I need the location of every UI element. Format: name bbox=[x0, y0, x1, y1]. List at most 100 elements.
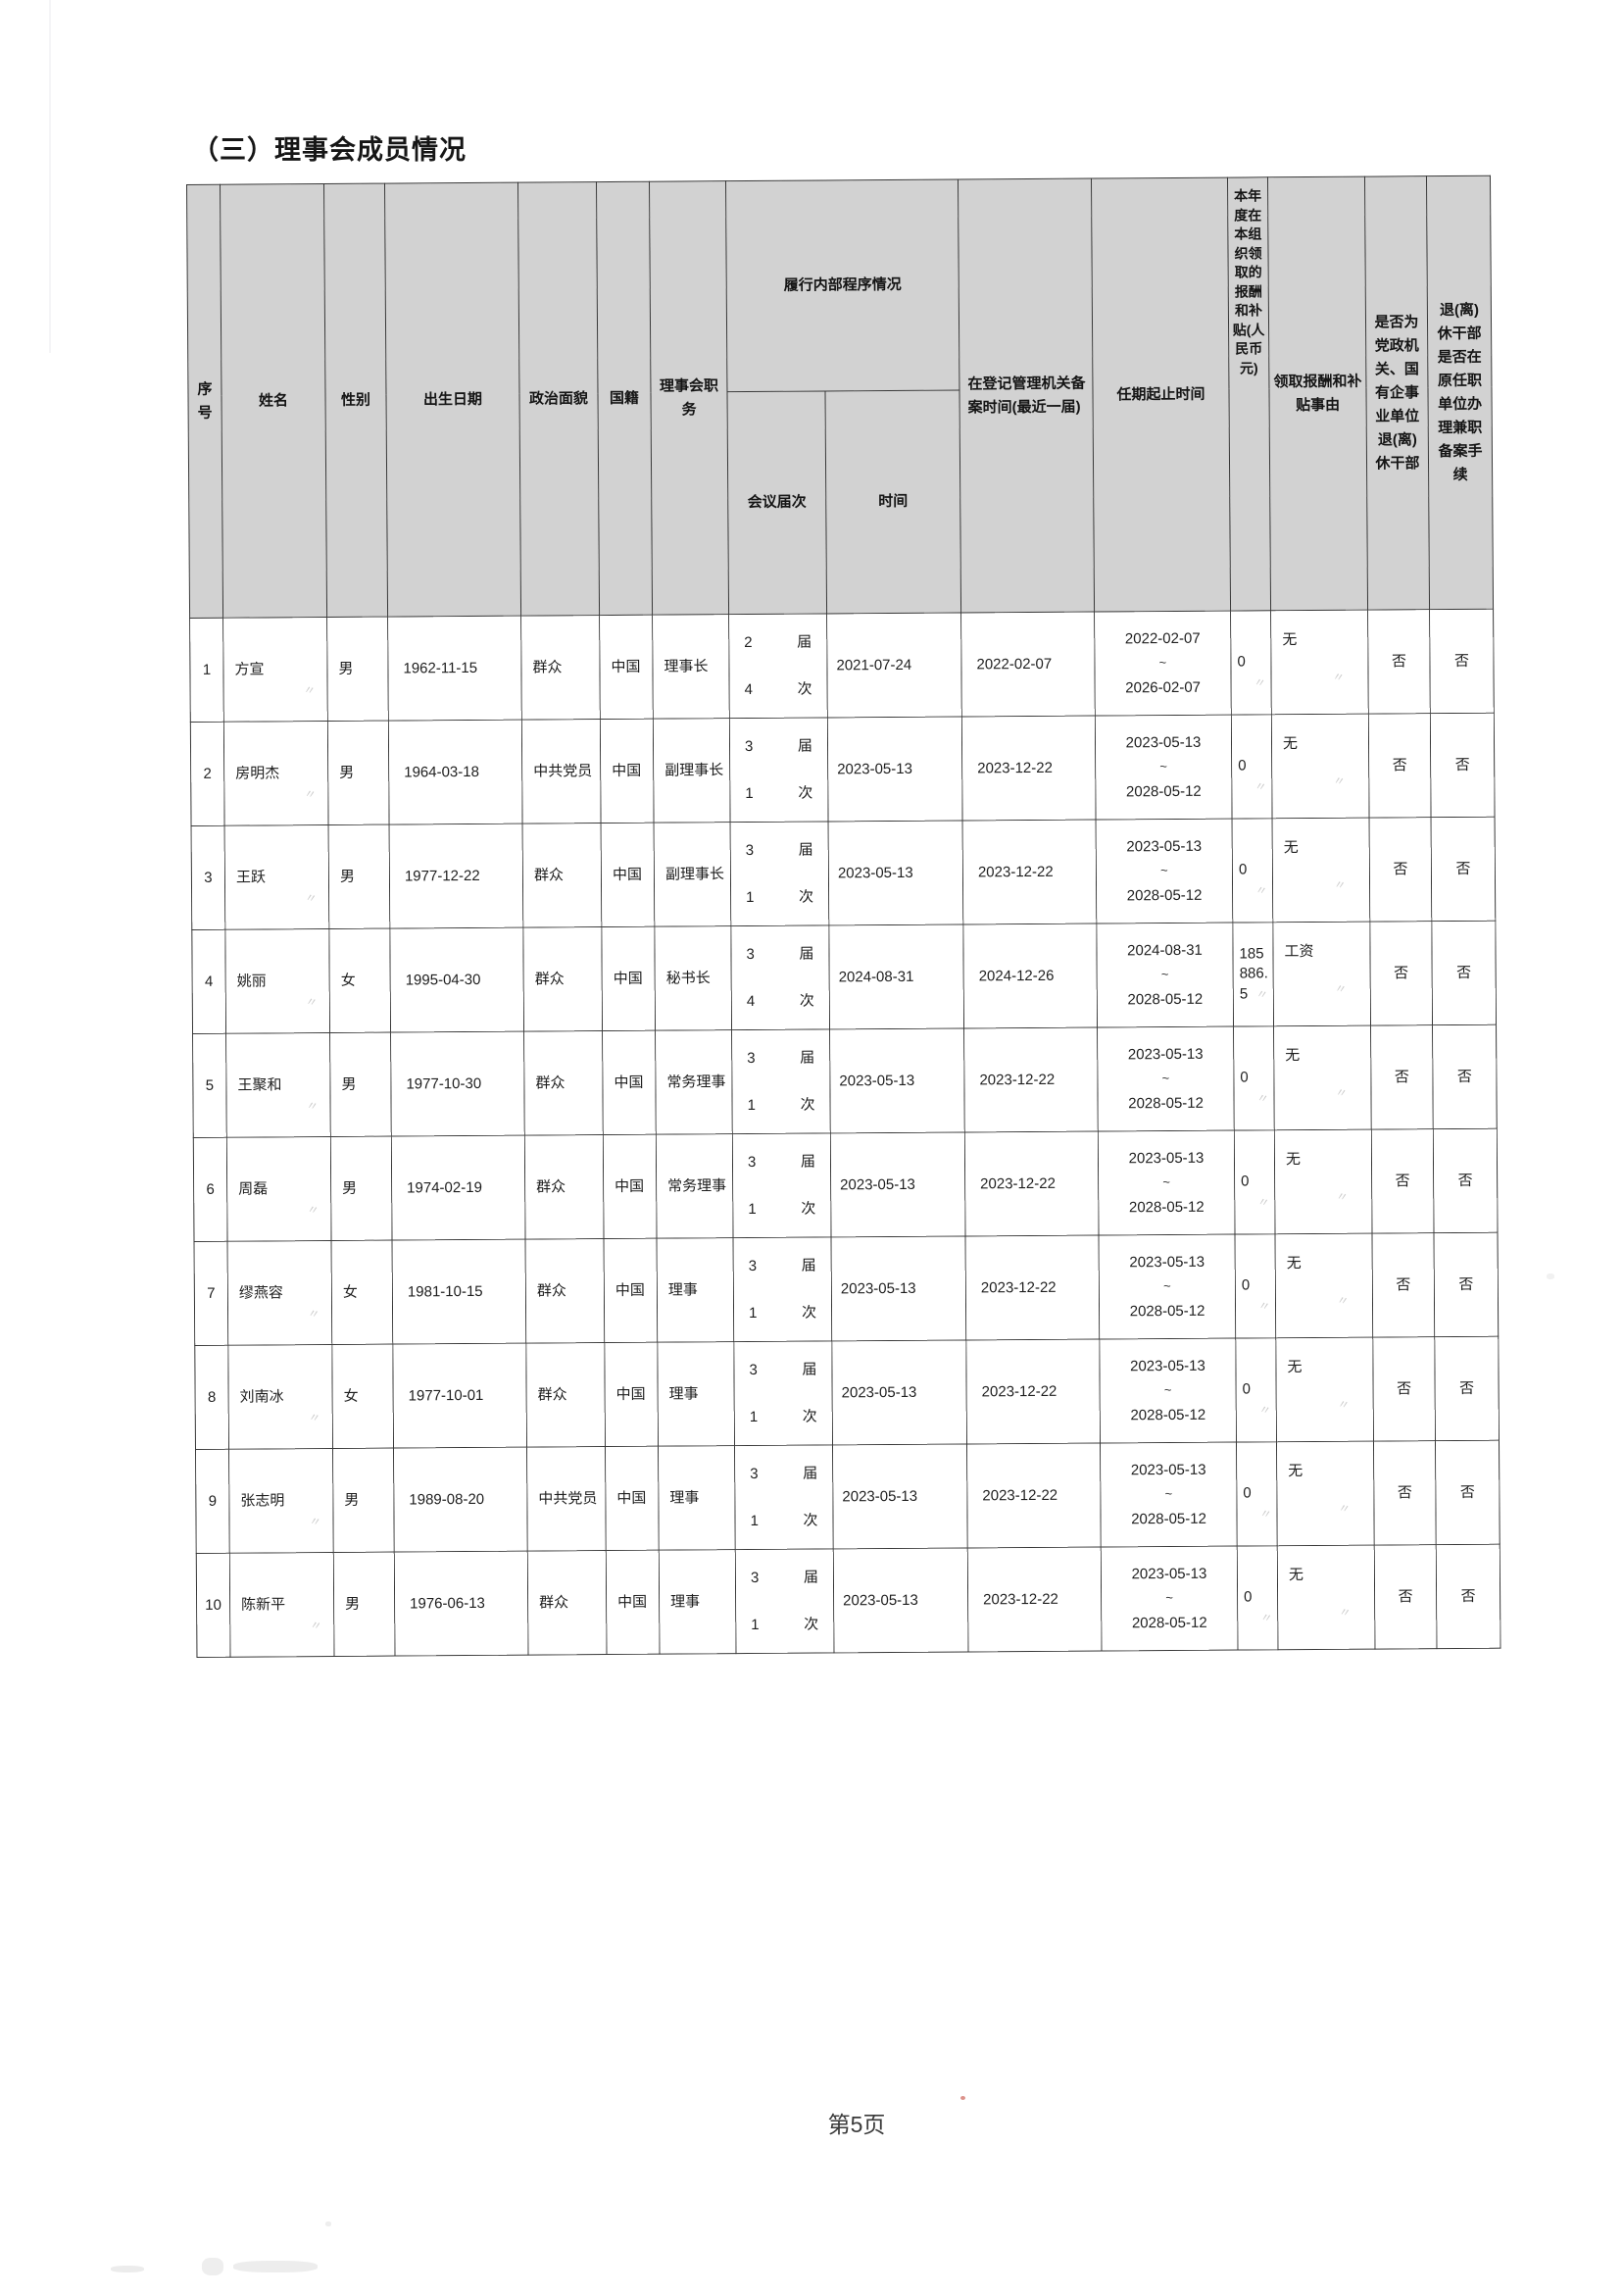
cell-serial-number: 9 bbox=[195, 1449, 230, 1554]
cell-pay-amount: 0 bbox=[1231, 714, 1273, 820]
meeting-number: 1 bbox=[751, 1616, 760, 1633]
cell-meeting-time: 2023-05-13 bbox=[828, 820, 963, 925]
term-end: 2026-02-07 bbox=[1125, 678, 1202, 697]
session-number: 2 bbox=[744, 633, 753, 652]
cell-pay-amount: 0 bbox=[1235, 1233, 1276, 1339]
term-start: 2023-05-13 bbox=[1130, 1357, 1205, 1374]
cell-record-filed: 否 bbox=[1436, 1544, 1500, 1649]
cell-record-filed: 否 bbox=[1433, 1128, 1499, 1233]
table-row: 5王聚和男1977-10-30群众中国常务理事3届1次2023-05-13202… bbox=[192, 1024, 1498, 1138]
cell-pay-amount: 0 bbox=[1237, 1545, 1278, 1651]
cell-retired-cadre: 否 bbox=[1370, 1024, 1434, 1130]
cell-pay-amount: 0 bbox=[1236, 1441, 1278, 1547]
cell-filing-time: 2024-12-26 bbox=[962, 923, 1098, 1028]
term-start: 2023-05-13 bbox=[1128, 1149, 1205, 1167]
session-number: 3 bbox=[744, 737, 754, 756]
cell-position: 理事 bbox=[659, 1549, 736, 1655]
cell-filing-time: 2023-12-22 bbox=[965, 1339, 1101, 1444]
meeting-unit: 次 bbox=[798, 784, 813, 802]
term-separator: ~ bbox=[1160, 967, 1169, 982]
header-internal-procedure: 履行内部程序情况 bbox=[725, 179, 960, 392]
cell-nationality: 中国 bbox=[601, 823, 655, 927]
session-number: 3 bbox=[748, 1257, 758, 1275]
cell-retired-cadre: 否 bbox=[1368, 713, 1432, 819]
term-start: 2023-05-13 bbox=[1127, 1045, 1204, 1063]
cell-birth-date: 1977-12-22 bbox=[389, 824, 523, 929]
session-number: 3 bbox=[747, 1049, 756, 1068]
cell-meeting-time: 2023-05-13 bbox=[832, 1443, 968, 1549]
cell-term: 2023-05-13 ~2028-05-12 bbox=[1097, 1026, 1235, 1132]
cell-nationality: 中国 bbox=[603, 1134, 658, 1239]
term-start: 2023-05-13 bbox=[1126, 837, 1203, 855]
cell-meeting-time: 2023-05-13 bbox=[829, 1027, 965, 1133]
term-start: 2023-05-13 bbox=[1131, 1565, 1207, 1582]
cell-gender: 男 bbox=[329, 1032, 392, 1137]
cell-gender: 女 bbox=[331, 1344, 394, 1449]
cell-record-filed: 否 bbox=[1430, 713, 1496, 818]
session-number: 3 bbox=[750, 1465, 759, 1483]
header-record-filed: 退(离)休干部是否在原任职单位办理兼职备案手续 bbox=[1426, 175, 1494, 610]
meeting-unit: 次 bbox=[799, 888, 814, 906]
term-end: 2028-05-12 bbox=[1128, 1198, 1205, 1217]
meeting-unit: 次 bbox=[801, 1200, 816, 1218]
cell-serial-number: 2 bbox=[190, 722, 225, 826]
cell-term: 2023-05-13 ~2028-05-12 bbox=[1099, 1338, 1237, 1444]
cell-retired-cadre: 否 bbox=[1371, 1128, 1435, 1234]
scan-smudge bbox=[325, 2221, 331, 2226]
cell-name: 陈新平 bbox=[229, 1552, 334, 1658]
cell-record-filed: 否 bbox=[1431, 921, 1497, 1025]
cell-filing-time: 2023-12-22 bbox=[963, 1027, 1099, 1132]
header-political-status: 政治面貌 bbox=[517, 181, 600, 617]
cell-pay-amount: 0 bbox=[1233, 1025, 1275, 1131]
term-separator: ~ bbox=[1162, 1174, 1170, 1190]
page-number: 第5页 bbox=[827, 2112, 886, 2137]
cell-record-filed: 否 bbox=[1434, 1336, 1500, 1441]
term-end: 2028-05-12 bbox=[1130, 1406, 1206, 1424]
session-unit: 届 bbox=[802, 1361, 817, 1378]
cell-birth-date: 1977-10-01 bbox=[392, 1343, 527, 1449]
cell-pay-reason: 工资 bbox=[1272, 922, 1371, 1026]
header-gender: 性别 bbox=[323, 183, 388, 618]
cell-birth-date: 1981-10-15 bbox=[392, 1239, 526, 1345]
cell-term: 2023-05-13 ~2028-05-12 bbox=[1101, 1546, 1238, 1652]
cell-position: 副理事长 bbox=[654, 822, 731, 927]
cell-filing-time: 2023-12-22 bbox=[962, 820, 1097, 924]
term-separator: ~ bbox=[1159, 759, 1168, 774]
cell-serial-number: 3 bbox=[191, 825, 225, 930]
table-row: 1方宣男1962-11-15群众中国理事长2届4次2021-07-242022-… bbox=[189, 609, 1495, 723]
session-number: 3 bbox=[745, 841, 755, 860]
cell-name: 姚丽 bbox=[224, 928, 330, 1034]
session-unit: 届 bbox=[797, 633, 812, 651]
term-separator: ~ bbox=[1158, 655, 1167, 671]
cell-pay-amount: 0 bbox=[1234, 1129, 1276, 1235]
cell-birth-date: 1964-03-18 bbox=[388, 720, 523, 825]
meeting-number: 4 bbox=[744, 680, 754, 698]
meeting-number: 1 bbox=[748, 1304, 758, 1322]
session-unit: 届 bbox=[799, 945, 814, 963]
cell-name: 缪燕容 bbox=[227, 1240, 332, 1346]
cell-birth-date: 1962-11-15 bbox=[387, 616, 522, 722]
red-pen-speck bbox=[960, 2096, 965, 2100]
header-term: 任期起止时间 bbox=[1091, 177, 1231, 613]
cell-political-status: 群众 bbox=[520, 615, 601, 721]
header-time: 时间 bbox=[824, 389, 961, 614]
cell-birth-date: 1989-08-20 bbox=[393, 1447, 528, 1553]
table-body: 1方宣男1962-11-15群众中国理事长2届4次2021-07-242022-… bbox=[189, 609, 1500, 1658]
meeting-number: 4 bbox=[746, 992, 756, 1010]
table-row: 7缪燕容女1981-10-15群众中国理事3届1次2023-05-132023-… bbox=[194, 1232, 1499, 1346]
cell-birth-date: 1977-10-30 bbox=[390, 1031, 525, 1137]
